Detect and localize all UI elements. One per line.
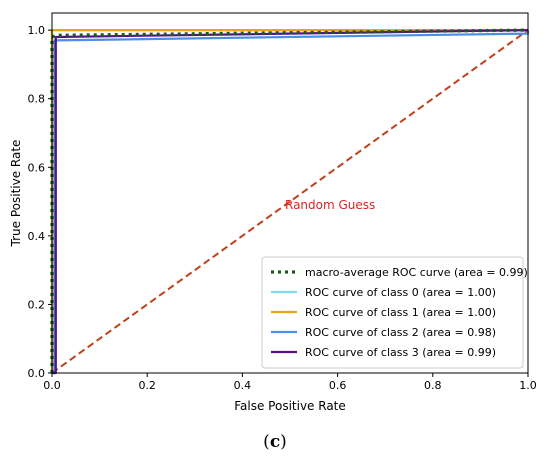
x-tick-label: 0.6 bbox=[329, 379, 347, 392]
annotation-layer: Random Guess bbox=[285, 198, 375, 212]
plot-frame bbox=[51, 12, 529, 374]
y-tick-label: 0.4 bbox=[28, 230, 46, 243]
legend-entry-label: ROC curve of class 3 (area = 0.99) bbox=[305, 346, 496, 359]
legend-entry-label: macro-average ROC curve (area = 0.99) bbox=[305, 266, 528, 279]
caption-close-paren: ) bbox=[280, 432, 287, 452]
caption-open-paren: ( bbox=[263, 432, 270, 452]
random-guess-line bbox=[51, 29, 529, 374]
legend-entry-label: ROC curve of class 2 (area = 0.98) bbox=[305, 326, 496, 339]
y-tick-label: 0.6 bbox=[28, 161, 46, 174]
y-axis-label: True Positive Rate bbox=[9, 140, 23, 248]
legend-entry-label: ROC curve of class 0 (area = 1.00) bbox=[305, 286, 496, 299]
x-axis-label: False Positive Rate bbox=[234, 399, 346, 413]
caption-letter: c bbox=[269, 432, 281, 452]
x-axis-ticks: 0.0 0.2 0.4 0.6 0.8 1.0 bbox=[43, 373, 537, 392]
y-tick-label: 0.2 bbox=[28, 298, 46, 311]
legend: macro-average ROC curve (area = 0.99) ROC… bbox=[261, 256, 528, 369]
y-tick-label: 0.0 bbox=[28, 367, 46, 380]
legend-entry-label: ROC curve of class 1 (area = 1.00) bbox=[305, 306, 496, 319]
random-guess-annotation: Random Guess bbox=[285, 198, 375, 212]
y-tick-label: 1.0 bbox=[28, 24, 46, 37]
y-axis-ticks: 0.0 0.2 0.4 0.6 0.8 1.0 bbox=[28, 24, 52, 380]
x-tick-label: 0.2 bbox=[138, 379, 156, 392]
legend-box bbox=[261, 256, 524, 369]
x-tick-label: 0.0 bbox=[43, 379, 61, 392]
x-tick-label: 0.4 bbox=[234, 379, 252, 392]
x-tick-label: 0.8 bbox=[424, 379, 442, 392]
figure-caption: (c) bbox=[0, 432, 550, 452]
roc-chart: Random Guess macro-average ROC curve (ar… bbox=[9, 12, 537, 413]
x-tick-label: 1.0 bbox=[519, 379, 537, 392]
y-tick-label: 0.8 bbox=[28, 93, 46, 106]
